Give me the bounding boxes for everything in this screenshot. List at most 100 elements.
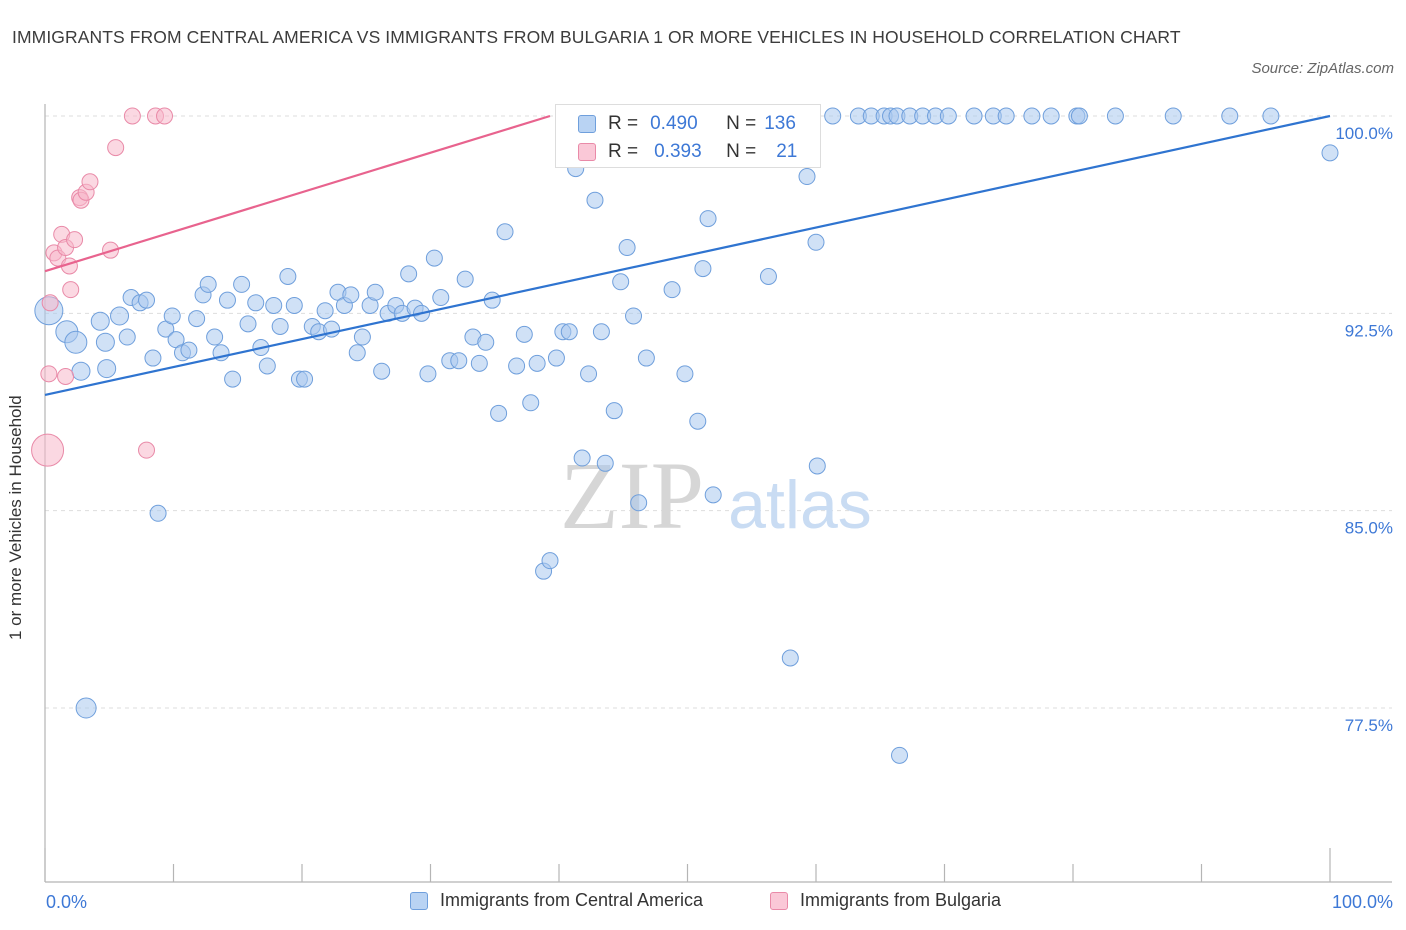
data-point-central-america bbox=[95, 332, 115, 352]
data-point-central-america bbox=[271, 317, 289, 335]
data-point-central-america bbox=[118, 328, 136, 346]
data-point-central-america bbox=[425, 249, 443, 267]
data-point-central-america bbox=[75, 697, 97, 719]
data-point-central-america bbox=[704, 486, 722, 504]
y-tick-label: 92.5% bbox=[1345, 321, 1393, 340]
data-point-central-america bbox=[541, 552, 559, 570]
data-point-central-america bbox=[163, 307, 181, 325]
data-point-central-america bbox=[419, 365, 437, 383]
blue-swatch-icon bbox=[410, 891, 428, 910]
x-tick-label: 0.0% bbox=[46, 892, 87, 912]
data-point-central-america bbox=[1321, 144, 1339, 162]
data-point-central-america bbox=[1221, 107, 1239, 125]
data-point-central-america bbox=[180, 341, 198, 359]
data-point-central-america bbox=[663, 281, 681, 299]
data-point-central-america bbox=[522, 394, 540, 412]
data-point-central-america bbox=[965, 107, 983, 125]
data-point-central-america bbox=[508, 357, 526, 375]
n-value: 136 bbox=[764, 113, 796, 134]
r-label: R = bbox=[608, 141, 639, 162]
data-point-central-america bbox=[625, 307, 643, 325]
data-point-central-america bbox=[496, 223, 514, 241]
legend-item-central-america[interactable]: Immigrants from Central America bbox=[410, 890, 703, 911]
data-point-central-america bbox=[596, 454, 614, 472]
source-label: Source: ZipAtlas.com bbox=[1251, 60, 1394, 77]
data-point-central-america bbox=[316, 302, 334, 320]
pink-swatch-icon bbox=[578, 143, 596, 161]
data-point-central-america bbox=[515, 325, 533, 343]
data-point-central-america bbox=[676, 365, 694, 383]
data-point-central-america bbox=[90, 311, 110, 331]
r-value: 0.393 bbox=[654, 141, 702, 162]
axes bbox=[44, 104, 1392, 883]
data-point-bulgaria bbox=[138, 441, 156, 459]
data-point-central-america bbox=[265, 296, 283, 314]
data-point-central-america bbox=[188, 310, 206, 328]
legend: Immigrants from Central America Immigran… bbox=[0, 890, 1406, 916]
series-central-america-points bbox=[34, 107, 1339, 764]
data-point-central-america bbox=[285, 296, 303, 314]
data-point-central-america bbox=[233, 275, 251, 293]
legend-label: Immigrants from Central America bbox=[440, 890, 704, 910]
data-point-central-america bbox=[450, 352, 468, 370]
data-point-central-america bbox=[694, 260, 712, 278]
data-point-bulgaria bbox=[62, 281, 80, 299]
data-point-central-america bbox=[1106, 107, 1124, 125]
data-point-central-america bbox=[224, 370, 242, 388]
data-point-central-america bbox=[891, 746, 909, 764]
stats-row-bulgaria: R = 0.393 N = 21 bbox=[578, 139, 797, 165]
y-tick-label: 77.5% bbox=[1345, 716, 1393, 735]
data-point-bulgaria bbox=[156, 107, 174, 125]
chart-title: IMMIGRANTS FROM CENTRAL AMERICA VS IMMIG… bbox=[12, 27, 1181, 47]
data-point-central-america bbox=[239, 315, 257, 333]
data-point-bulgaria bbox=[66, 231, 84, 249]
data-point-bulgaria bbox=[57, 367, 75, 385]
stats-box: R = 0.490 N = 136 R = 0.393 N = 21 bbox=[555, 104, 821, 168]
data-point-bulgaria bbox=[123, 107, 141, 125]
tick-labels: 77.5% 85.0% 92.5% 100.0% 0.0% 100.0% bbox=[46, 124, 1393, 912]
data-point-central-america bbox=[618, 239, 636, 257]
r-label: R = bbox=[608, 113, 639, 134]
data-point-central-america bbox=[71, 361, 91, 381]
data-point-central-america bbox=[456, 270, 474, 288]
data-point-central-america bbox=[199, 275, 217, 293]
n-label: N = bbox=[726, 113, 757, 134]
data-point-central-america bbox=[279, 267, 297, 285]
data-point-central-america bbox=[939, 107, 957, 125]
data-point-central-america bbox=[258, 357, 276, 375]
y-axis-label: 1 or more Vehicles in Household bbox=[6, 395, 25, 640]
data-point-central-america bbox=[206, 328, 224, 346]
pink-swatch-icon bbox=[770, 891, 788, 910]
n-value: 21 bbox=[776, 141, 798, 162]
data-point-central-america bbox=[1070, 107, 1088, 125]
y-tick-label: 100.0% bbox=[1335, 124, 1393, 143]
data-point-central-america bbox=[612, 273, 630, 291]
data-point-central-america bbox=[824, 107, 842, 125]
data-point-central-america bbox=[477, 333, 495, 351]
data-point-central-america bbox=[1023, 107, 1041, 125]
r-value: 0.490 bbox=[650, 113, 698, 134]
grid-lines bbox=[45, 115, 1392, 709]
data-point-central-america bbox=[218, 291, 236, 309]
stats-row-central-america: R = 0.490 N = 136 bbox=[578, 111, 796, 137]
data-point-central-america bbox=[342, 286, 360, 304]
series-bulgaria-points bbox=[31, 107, 174, 467]
data-point-central-america bbox=[138, 291, 156, 309]
data-point-central-america bbox=[490, 404, 508, 422]
y-tick-label: 85.0% bbox=[1345, 519, 1393, 538]
data-point-central-america bbox=[1262, 107, 1280, 125]
watermark: ZIP atlas bbox=[560, 442, 872, 549]
data-point-central-america bbox=[807, 233, 825, 251]
data-point-central-america bbox=[592, 323, 610, 341]
data-point-bulgaria bbox=[81, 173, 99, 191]
data-point-central-america bbox=[1164, 107, 1182, 125]
data-point-central-america bbox=[247, 294, 265, 312]
data-point-central-america bbox=[528, 354, 546, 372]
data-point-central-america bbox=[573, 449, 591, 467]
trendline-bulgaria bbox=[44, 114, 551, 273]
data-point-central-america bbox=[144, 349, 162, 367]
legend-item-bulgaria[interactable]: Immigrants from Bulgaria bbox=[770, 890, 1001, 911]
data-point-central-america bbox=[97, 359, 117, 379]
data-point-central-america bbox=[798, 168, 816, 186]
